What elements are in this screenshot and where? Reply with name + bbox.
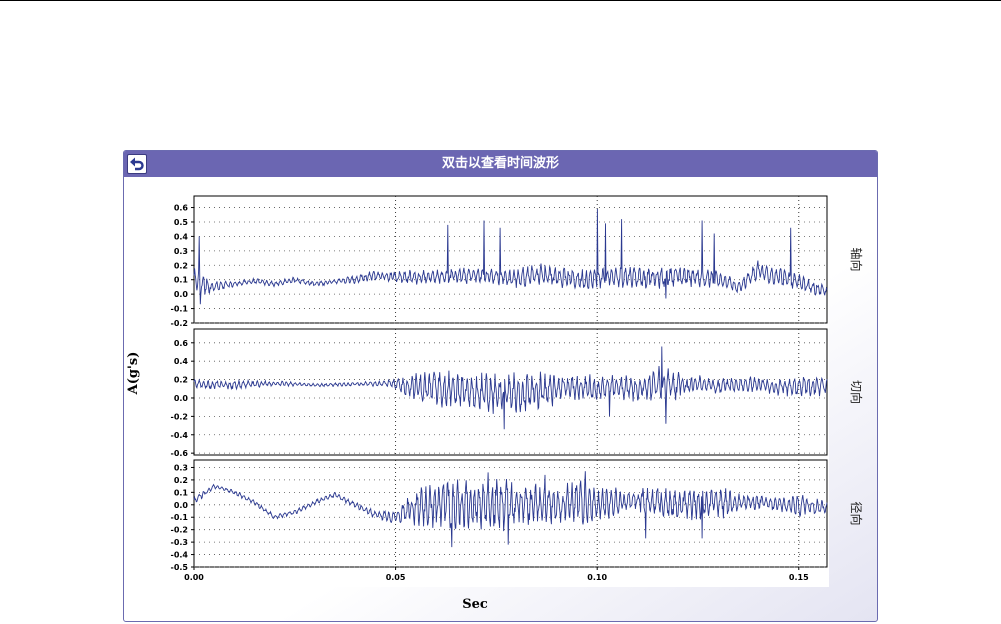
y-tick-label: -0.4	[171, 551, 189, 560]
y-tick-label: 0.4	[174, 232, 189, 241]
waveform-trace	[193, 471, 828, 548]
y-tick-label: -0.1	[171, 305, 189, 314]
y-tick-label: 0.1	[174, 276, 189, 285]
panel-label: 径向	[849, 501, 864, 525]
y-tick-label: 0.3	[174, 463, 188, 472]
x-tick-label: 0.05	[386, 573, 406, 582]
top-rule	[0, 0, 1001, 1]
panel-titlebar: 双击以查看时间波形	[124, 151, 877, 177]
y-tick-label: 0.0	[174, 501, 189, 510]
y-tick-label: 0.2	[174, 376, 188, 385]
waveform-trace	[193, 346, 828, 430]
panel-3: -0.5 -0.4 -0.3 -0.2 -0.1 0.0 0.1 0.2 0.3 径向	[171, 459, 864, 572]
x-tick-label: 0.15	[789, 573, 809, 582]
y-tick-label: -0.2	[171, 319, 189, 328]
y-tick-label: 0.6	[174, 339, 189, 348]
y-tick-label: 0.4	[174, 357, 189, 366]
y-tick-label: -0.2	[171, 412, 189, 421]
y-tick-label: 0.2	[174, 261, 188, 270]
panel-frame	[193, 195, 828, 324]
y-tick-label: 0.6	[174, 204, 189, 213]
y-tick-label: -0.5	[171, 563, 189, 572]
y-tick-label: -0.1	[171, 513, 189, 522]
y-tick-label: 0.0	[174, 290, 189, 299]
y-tick-label: 0.1	[174, 488, 189, 497]
y-tick-label: -0.2	[171, 526, 189, 535]
panel-label: 切向	[849, 380, 864, 404]
y-axis-title: A(g's)	[126, 352, 141, 396]
back-button[interactable]	[127, 154, 147, 174]
y-tick-label: 0.3	[174, 247, 188, 256]
panel-label: 轴向	[849, 247, 864, 271]
y-tick-label: -0.3	[171, 538, 189, 547]
y-tick-label: 0.0	[174, 394, 189, 403]
panel-frame	[193, 459, 828, 568]
back-arrow-icon	[130, 157, 144, 171]
y-tick-label: 0.5	[174, 218, 189, 227]
y-tick-label: -0.4	[171, 431, 189, 440]
panel-title: 双击以查看时间波形	[441, 156, 559, 171]
waveform-trace	[193, 208, 828, 305]
y-tick-label: -0.6	[171, 449, 189, 458]
y-tick-label: 0.2	[174, 476, 188, 485]
x-axis-title: Sec	[462, 597, 488, 612]
panel-1: -0.2 -0.1 0.0 0.1 0.2 0.3 0.4 0.5 0.6 轴向	[171, 195, 864, 328]
x-tick-label: 0.00	[184, 573, 204, 582]
panel-2: -0.6 -0.4 -0.2 0.0 0.2 0.4 0.6 切向	[171, 328, 864, 458]
x-tick-label: 0.10	[587, 573, 607, 582]
